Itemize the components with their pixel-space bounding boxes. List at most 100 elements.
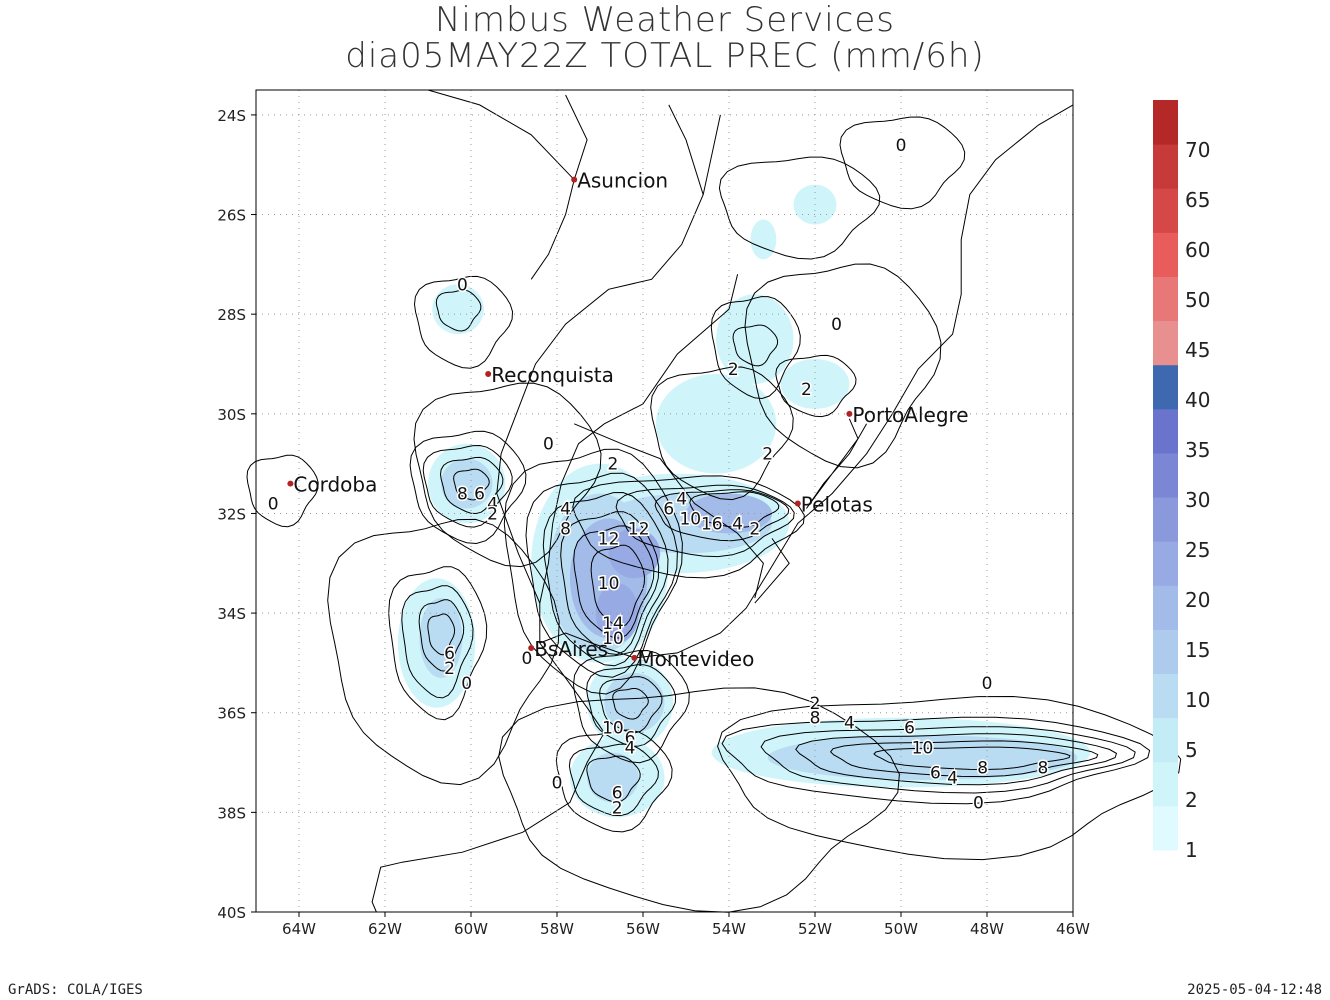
- colorbar-label: 15: [1185, 638, 1210, 662]
- contour-label: 0: [982, 674, 993, 694]
- colorbar-swatch: [1153, 408, 1178, 454]
- contour-label: 2: [612, 798, 623, 818]
- colorbar-swatch: [1153, 761, 1178, 807]
- contour-label: 8: [977, 759, 988, 779]
- contour-label: 0: [896, 136, 907, 156]
- city-marker: [485, 370, 492, 377]
- contour-label: 4: [560, 499, 571, 519]
- city-marker: [287, 480, 294, 487]
- city-marker: [528, 644, 535, 651]
- footer-software-credit: GrADS: COLA/IGES: [8, 982, 143, 998]
- contour-label: 0: [268, 494, 279, 514]
- lon-tick-label: 52W: [798, 920, 832, 938]
- coastlines: [371, 89, 1074, 913]
- lon-tick-label: 46W: [1056, 920, 1090, 938]
- contour-label: 4: [947, 768, 958, 788]
- city-label: Cordoba: [293, 473, 377, 497]
- contour-label: 6: [474, 485, 485, 505]
- footer-timestamp: 2025-05-04-12:48: [1187, 982, 1322, 998]
- contour-label: 10: [598, 574, 620, 594]
- contour-label: 10: [602, 629, 624, 649]
- axis-ticks: 24S 26S 28S 30S 32S 34S 36S 38S 40S 64W 62W 60W 58W 5…: [217, 107, 1090, 938]
- city-label: PortoAlegre: [852, 403, 968, 427]
- contour-label: 14: [602, 614, 624, 634]
- colorbar-swatch: [1153, 497, 1178, 542]
- lon-tick-label: 48W: [970, 920, 1004, 938]
- title-line-1: Nimbus Weather Services: [435, 0, 895, 40]
- contour-label: 10: [912, 739, 934, 759]
- colorbar-label: 40: [1185, 388, 1210, 412]
- lat-tick-label: 24S: [217, 107, 246, 125]
- colorbar-swatch: [1153, 805, 1178, 851]
- precip-contours: [246, 116, 1182, 913]
- city-label: Reconquista: [491, 363, 614, 387]
- colorbar-swatch: [1153, 585, 1178, 630]
- colorbar-swatch: [1153, 452, 1178, 498]
- lat-tick-label: 32S: [217, 505, 246, 523]
- contour-label: 8: [457, 485, 468, 505]
- contour-label: 0: [552, 773, 563, 793]
- colorbar-swatch: [1153, 144, 1178, 189]
- contour-label: 4: [676, 490, 687, 510]
- lat-tick-label: 30S: [217, 406, 246, 424]
- contour-label: 12: [598, 529, 620, 549]
- colorbar-label: 30: [1185, 488, 1210, 512]
- contour-label: 12: [628, 519, 650, 539]
- contour-label: 4: [487, 494, 498, 514]
- contour-label: 16: [701, 514, 723, 534]
- title-line-2: dia05MAY22Z TOTAL PREC (mm/6h): [345, 36, 985, 76]
- colorbar-label: 2: [1185, 788, 1198, 812]
- city-markers: Asuncion Reconquista Cordoba PortoAlegre Pel…: [287, 169, 969, 671]
- colorbar-swatch: [1153, 232, 1178, 277]
- lat-tick-label: 34S: [217, 605, 246, 623]
- contour-label: 6: [663, 499, 674, 519]
- contour-label: 4: [732, 514, 743, 534]
- contour-label: 4: [844, 714, 855, 734]
- city-marker: [631, 654, 638, 661]
- colorbar-swatch: [1153, 364, 1178, 410]
- colorbar-label: 65: [1185, 188, 1210, 212]
- colorbar-label: 60: [1185, 238, 1210, 262]
- lat-tick-label: 38S: [217, 804, 246, 822]
- contour-label: 6: [625, 729, 636, 749]
- contour-label: 6: [612, 783, 623, 803]
- contour-label: 6: [904, 719, 915, 739]
- colorbar-swatch: [1153, 276, 1178, 322]
- contour-label: 2: [487, 504, 498, 524]
- city-marker: [794, 500, 801, 507]
- lon-tick-label: 58W: [540, 920, 574, 938]
- colorbar-swatch: [1153, 717, 1178, 763]
- contour-label: 2: [762, 445, 773, 465]
- colorbar-swatch: [1153, 629, 1178, 675]
- contour-label: 0: [461, 674, 472, 694]
- colorbar-label: 1: [1185, 838, 1198, 862]
- contour-label: 6: [444, 644, 455, 664]
- contour-label: 0: [831, 315, 842, 335]
- city-label: Montevideo: [637, 647, 754, 671]
- contour-label: 8: [1037, 759, 1048, 779]
- colorbar-label: 70: [1185, 138, 1210, 162]
- contour-label: 0: [521, 649, 532, 669]
- lon-tick-label: 60W: [454, 920, 488, 938]
- colorbar-label: 20: [1185, 588, 1210, 612]
- colorbar-label: 25: [1185, 538, 1210, 562]
- contour-label: 8: [560, 519, 571, 539]
- map-title: Nimbus Weather Services dia05MAY22Z TOTA…: [0, 2, 1330, 74]
- lat-tick-label: 40S: [217, 904, 246, 922]
- contour-label: 2: [728, 360, 739, 380]
- city-label: Asuncion: [577, 169, 668, 193]
- contour-label: 8: [810, 709, 821, 729]
- lat-tick-label: 36S: [217, 705, 246, 723]
- contour-label: 0: [543, 435, 554, 455]
- lat-tick-label: 26S: [217, 207, 246, 225]
- colorbar-label: 35: [1185, 438, 1210, 462]
- lon-tick-label: 50W: [884, 920, 918, 938]
- city-label: BsAires: [534, 637, 608, 661]
- contour-label: 2: [607, 455, 618, 475]
- contour-label: 2: [444, 659, 455, 679]
- contour-label: 2: [749, 519, 760, 539]
- lon-tick-label: 64W: [282, 920, 316, 938]
- precip-shading: [397, 184, 1091, 818]
